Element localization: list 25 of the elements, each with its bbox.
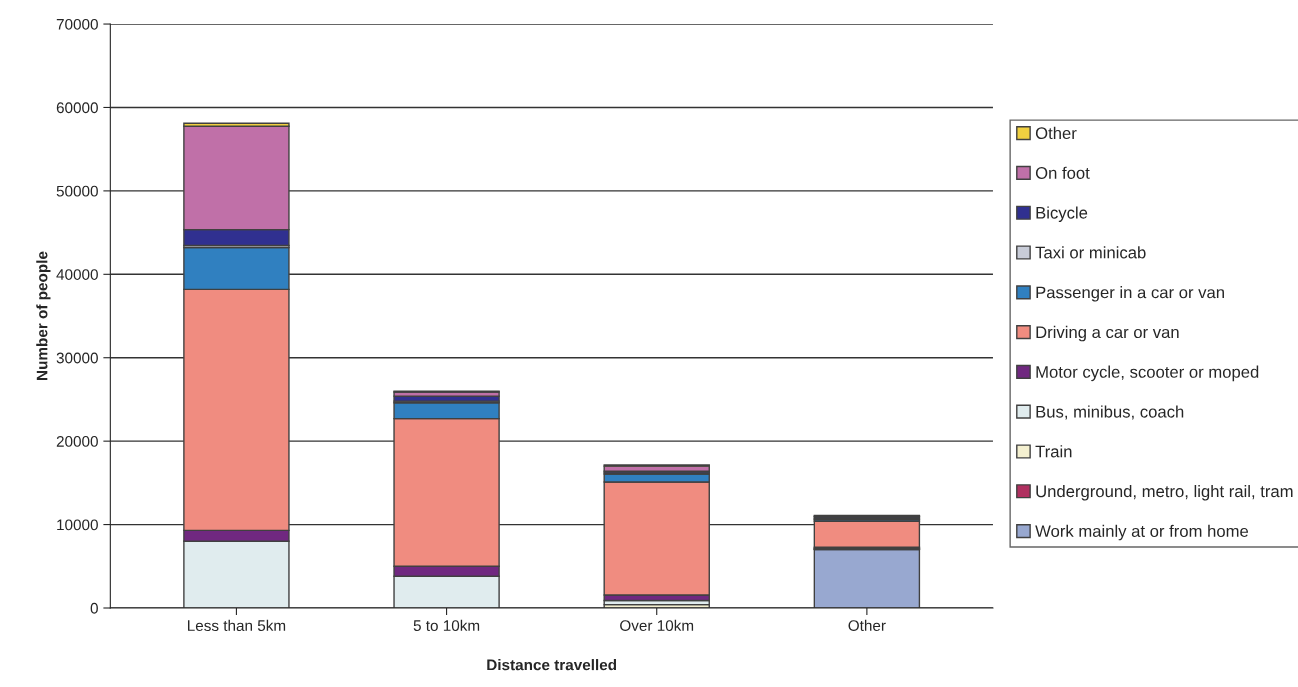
y-axis-title: Number of people — [36, 251, 51, 380]
y-tick-label: 0 — [90, 602, 98, 614]
y-tick-label: 70000 — [56, 18, 98, 30]
legend-label: Bus, minibus, coach — [1036, 405, 1184, 420]
legend-label: Motor cycle, scooter or moped — [1036, 365, 1259, 382]
legend-label: Bicycle — [1036, 206, 1088, 222]
x-tick-label: 5 to 10km — [413, 619, 480, 632]
y-tick-label: 20000 — [56, 436, 98, 447]
y-tick-label: 50000 — [56, 185, 98, 197]
x-tick-label: Other — [848, 619, 886, 632]
legend-label: On foot — [1035, 166, 1090, 179]
legend-label: Passenger in a car or van — [1036, 286, 1224, 302]
legend-label: Underground, metro, light rail, tram — [1036, 484, 1293, 501]
x-axis-title: Distance travelled — [487, 659, 617, 671]
y-tick-label: 60000 — [56, 102, 98, 114]
x-tick-label: Over 10km — [620, 619, 694, 632]
y-tick-label: 40000 — [56, 269, 98, 280]
legend-label: Other — [1035, 126, 1077, 140]
y-tick-label: 10000 — [57, 519, 98, 531]
y-tick-label: 30000 — [56, 352, 98, 364]
legend-label: Driving a car or van — [1036, 325, 1179, 342]
x-tick-label: Less than 5km — [188, 619, 286, 632]
legend-label: Taxi or minicab — [1035, 246, 1146, 259]
legend-label: Train — [1035, 445, 1072, 458]
legend-label: Work mainly at or from home — [1035, 524, 1249, 541]
